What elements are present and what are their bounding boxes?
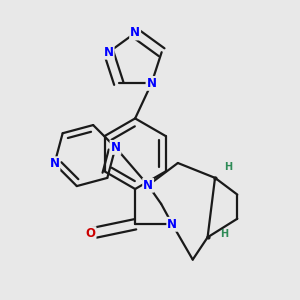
Text: N: N — [130, 26, 140, 40]
Text: N: N — [103, 46, 114, 59]
Text: O: O — [85, 227, 96, 240]
Text: N: N — [110, 141, 121, 154]
Text: H: H — [224, 162, 232, 172]
Text: N: N — [143, 179, 153, 192]
Text: N: N — [146, 77, 157, 90]
Text: H: H — [220, 229, 229, 238]
Text: N: N — [167, 218, 177, 231]
Text: N: N — [50, 157, 59, 170]
